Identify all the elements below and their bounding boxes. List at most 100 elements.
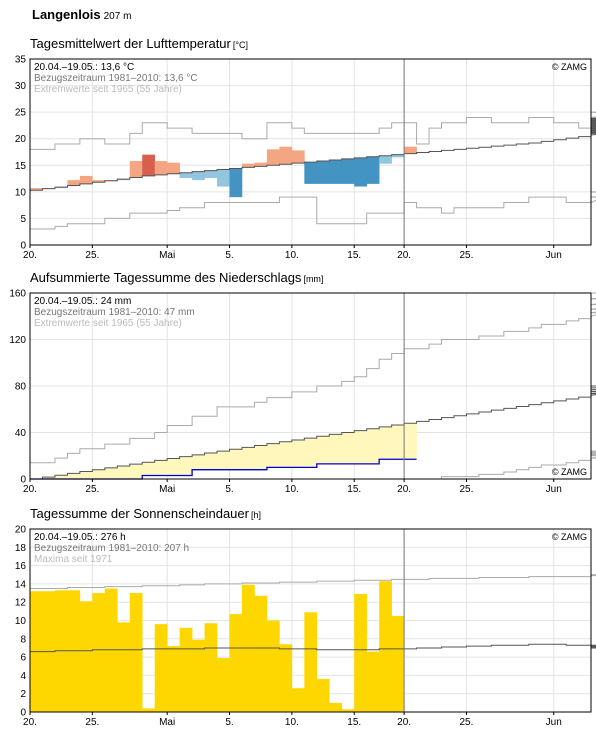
precipitation-deficit-area (54, 475, 68, 479)
precipitation-deficit-area (92, 469, 106, 479)
sunshine-y-tick-label: 14 (15, 579, 27, 590)
temperature-deviation-bar (129, 161, 143, 178)
precipitation-deficit-area (117, 465, 131, 479)
precipitation-y-tick-label: 160 (9, 289, 26, 300)
precipitation-x-tick-label: 20. (397, 484, 411, 495)
temperature-y-tick-label: 20 (15, 134, 27, 145)
precipitation-x-tick-label: 20. (23, 484, 37, 495)
temperature-deviation-bar (117, 179, 131, 181)
temperature-y-tick-label: 15 (15, 161, 27, 172)
precipitation-deficit-area (391, 425, 405, 460)
temperature-y-tick-label: 10 (15, 187, 27, 198)
temperature-deviation-bar (204, 170, 218, 179)
sunshine-bar (142, 708, 155, 712)
precipitation-deficit-area (79, 471, 93, 479)
temperature-deviation-bar (217, 169, 230, 187)
temperature-deviation-bar (304, 162, 318, 184)
sunshine-bar (129, 593, 143, 712)
sunshine-bar (254, 595, 268, 712)
sunshine-bar (391, 615, 405, 712)
sunshine-legend-2: Maxima seit 1971 (34, 554, 113, 565)
sunshine-reference-line (30, 643, 596, 653)
sunshine-y-tick-label: 20 (15, 525, 27, 536)
sunshine-y-tick-label: 0 (20, 708, 26, 719)
temperature-copyright: © ZAMG (552, 62, 587, 72)
precipitation-deficit-area (229, 449, 243, 470)
precipitation-deficit-area (329, 434, 343, 464)
temperature-y-tick-label: 5 (20, 214, 26, 225)
sunshine-bar (291, 688, 305, 712)
sunshine-bar (304, 612, 318, 712)
sunshine-y-tick-label: 18 (15, 543, 27, 554)
precipitation-x-tick-label: 25. (459, 484, 473, 495)
sunshine-bar (204, 623, 218, 712)
precipitation-deficit-area (366, 428, 380, 464)
precipitation-deficit-area (192, 454, 205, 470)
temperature-deviation-bar (316, 161, 330, 184)
sunshine-bar (179, 627, 193, 712)
temperature-x-tick-label: 10. (285, 250, 299, 261)
sunshine-bar (266, 620, 280, 712)
temperature-legend-1: Bezugszeitraum 1981–2010: 13,6 °C (34, 73, 198, 84)
precipitation-x-tick-label: 10. (285, 484, 299, 495)
precipitation-x-tick-label: 15. (347, 484, 361, 495)
temperature-unit: [°C] (232, 40, 248, 50)
sunshine-bar (279, 644, 293, 712)
precipitation-deficit-area (304, 438, 318, 468)
temperature-x-tick-label: 20. (23, 250, 37, 261)
precipitation-frame (29, 292, 592, 480)
sunshine-frame (29, 528, 592, 713)
temperature-deviation-bar (391, 154, 405, 158)
precipitation-deficit-area (67, 473, 81, 479)
sunshine-bar (192, 639, 205, 712)
sunshine-x-tick-label: 25. (459, 717, 473, 728)
sunshine-maxima-line (30, 574, 596, 589)
sunshine-bar (366, 651, 380, 712)
temperature-deviation-bar (279, 146, 293, 165)
sunshine-y-tick-label: 2 (20, 689, 26, 700)
sunshine-bar (154, 624, 168, 712)
sunshine-y-tick-label: 10 (15, 616, 27, 627)
precipitation-legend-1: Bezugszeitraum 1981–2010: 47 mm (34, 307, 195, 318)
temperature-chart-title: Tagesmittelwert der Lufttemperatur [°C] (30, 36, 248, 51)
temperature-deviation-bar (167, 162, 180, 174)
sunshine-x-tick-label: 25. (85, 717, 99, 728)
precipitation-y-tick-label: 0 (20, 475, 26, 486)
precipitation-deficit-area (291, 439, 305, 468)
temperature-x-tick-label: 25. (85, 250, 99, 261)
precipitation-copyright: © ZAMG (552, 467, 587, 477)
sunshine-y-tick-label: 16 (15, 561, 27, 572)
sunshine-legend-0: 20.04.–19.05.: 276 h (34, 532, 126, 543)
precipitation-deficit-area (217, 451, 230, 470)
sunshine-legend-1: Bezugszeitraum 1981–2010: 207 h (34, 543, 189, 554)
precipitation-deficit-area (379, 426, 392, 460)
temperature-legend-0: 20.04.–19.05.: 13,6 °C (34, 62, 134, 73)
precipitation-deficit-area (204, 452, 218, 470)
temperature-deviation-bar (142, 154, 155, 176)
sunshine-x-tick-label: Mai (159, 717, 175, 728)
precipitation-deficit-area (354, 430, 367, 464)
temperature-x-tick-label: Mai (159, 250, 175, 261)
temperature-y-tick-label: 30 (15, 81, 27, 92)
station-name: Langenlois (32, 7, 101, 22)
sunshine-bar (117, 622, 131, 712)
temperature-title-text: Tagesmittelwert der Lufttemperatur (30, 36, 231, 51)
precipitation-y-tick-label: 80 (15, 382, 27, 393)
sunshine-x-tick-label: Jun (546, 717, 562, 728)
temperature-max-extreme-line (30, 111, 596, 150)
sunshine-x-tick-label: 20. (397, 717, 411, 728)
temperature-y-tick-label: 25 (15, 108, 27, 119)
sunshine-bar (229, 614, 243, 712)
temperature-x-tick-label: 15. (347, 250, 361, 261)
sunshine-y-tick-label: 6 (20, 653, 26, 664)
sunshine-bar (167, 646, 180, 712)
sunshine-bar (354, 593, 367, 712)
temperature-frame (29, 58, 592, 246)
sunshine-bar (316, 679, 330, 712)
temperature-deviation-bar (379, 155, 392, 164)
precipitation-deficit-area (316, 436, 330, 464)
precipitation-y-tick-label: 40 (15, 428, 27, 439)
station-title: Langenlois 207 m (32, 7, 131, 22)
temperature-legend-2: Extremwerte seit 1965 (55 Jahre) (34, 84, 182, 95)
